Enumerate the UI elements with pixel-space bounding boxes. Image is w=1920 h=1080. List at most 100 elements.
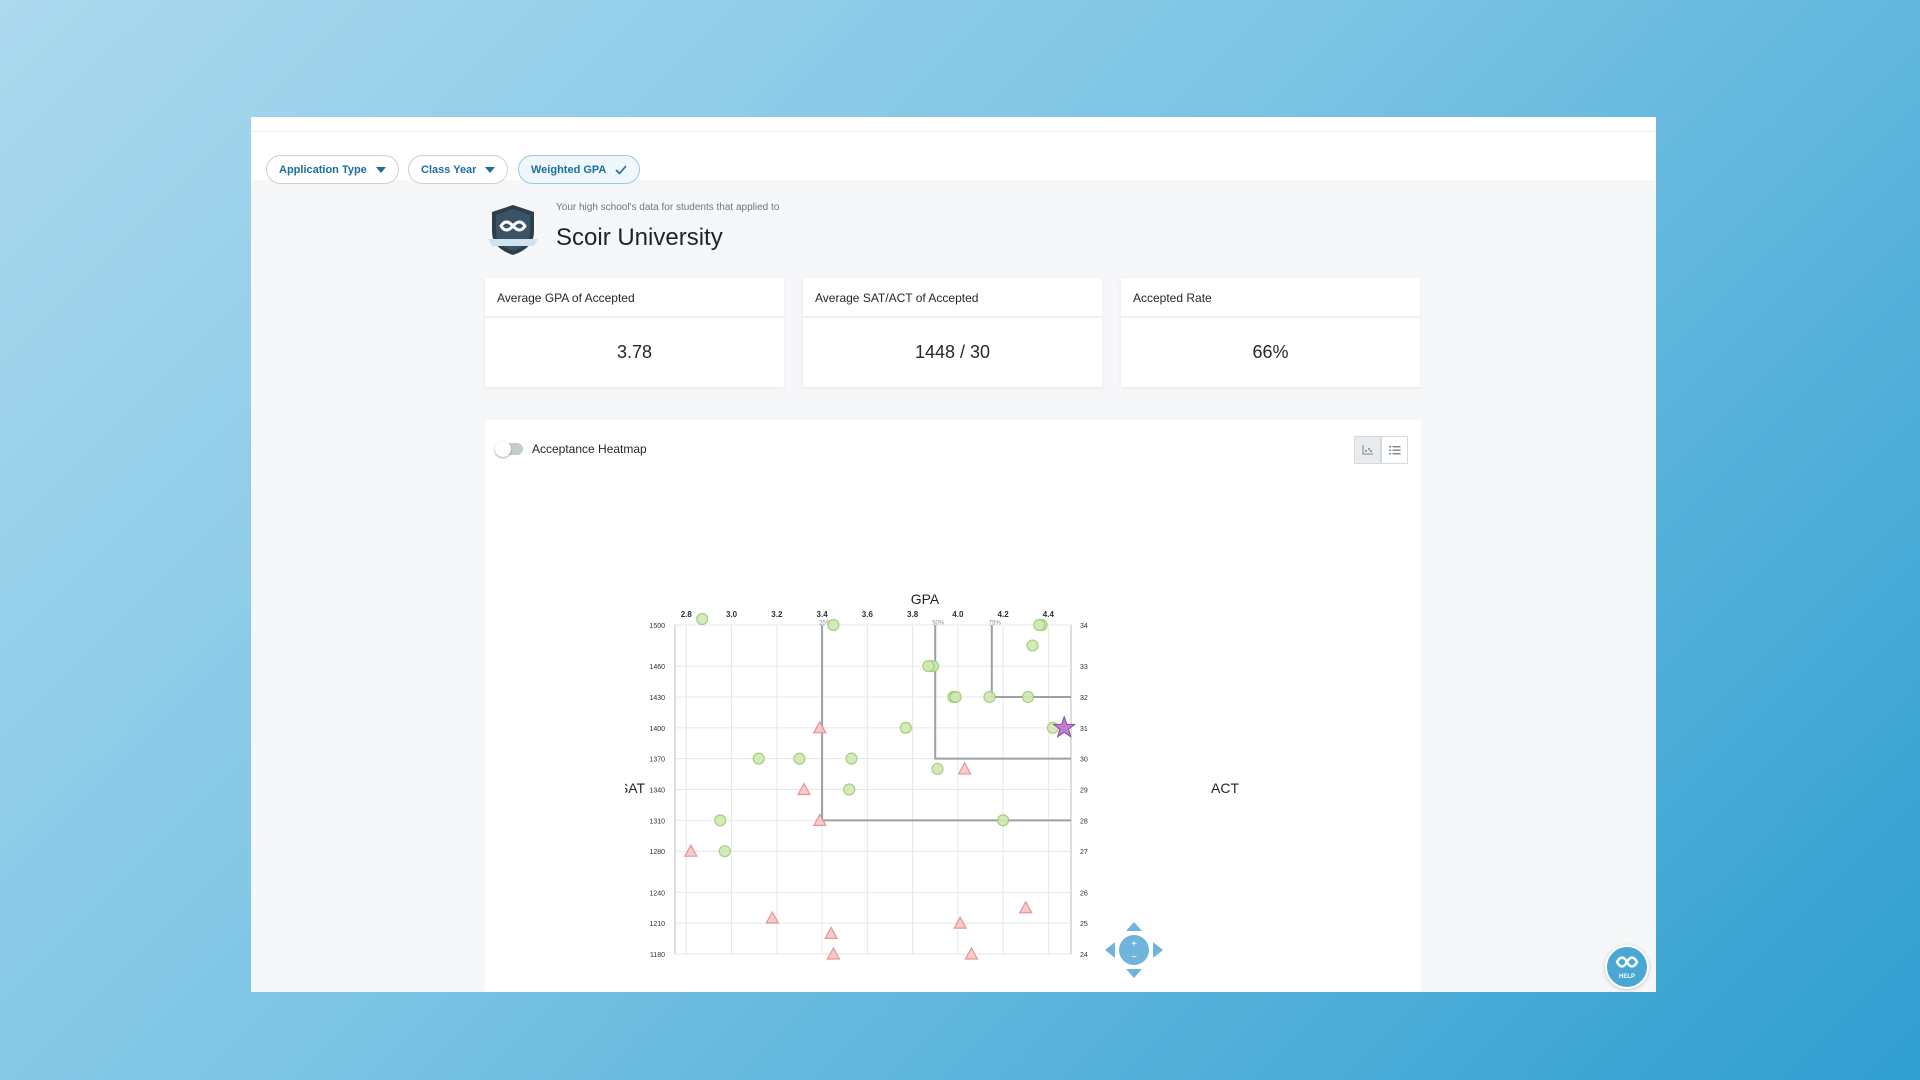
stat-label: Average GPA of Accepted [485, 278, 784, 318]
not-accepted-point [953, 915, 968, 929]
accepted-point [696, 612, 709, 626]
not-accepted-point [812, 720, 827, 734]
list-icon [1388, 446, 1400, 455]
infinity-icon [1615, 956, 1639, 968]
x-tick-label: 4.4 [1043, 610, 1055, 619]
chart-view-button[interactable] [1354, 436, 1381, 464]
not-accepted-point [765, 910, 780, 924]
act-tick-label: 30 [1080, 757, 1088, 764]
stat-label: Average SAT/ACT of Accepted [803, 278, 1102, 318]
not-accepted-point [826, 946, 841, 960]
percentile-line [821, 625, 1071, 822]
not-accepted-point [824, 926, 839, 940]
x-tick-label: 4.0 [952, 610, 964, 619]
accepted-point [899, 721, 912, 734]
act-axis-title: ACT [1211, 780, 1239, 796]
app-window: Application Type Class Year Weighted GPA… [251, 117, 1656, 992]
class-year-filter[interactable]: Class Year [408, 155, 509, 184]
act-tick-label: 32 [1080, 695, 1088, 702]
not-accepted-point [796, 782, 811, 796]
percentile-label: 50% [932, 621, 945, 627]
not-accepted-point [812, 813, 827, 826]
pan-right-icon[interactable] [1153, 942, 1163, 958]
school-name: Scoir University [556, 224, 723, 251]
x-axis-title: GPA [911, 591, 940, 607]
toggle-knob [495, 441, 511, 457]
sat-tick-label: 1460 [649, 664, 665, 671]
stat-card-average-sat-act: Average SAT/ACT of Accepted 1448 / 30 [803, 278, 1102, 387]
acceptance-heatmap-label: Acceptance Heatmap [532, 442, 647, 456]
school-header: Your high school's data for students tha… [485, 202, 1085, 262]
chart-panel: Acceptance Heatmap 25% 50% 75% 2.8 3.0 3.2 3.… [485, 420, 1421, 992]
pan-zoom-control[interactable]: + − [1105, 922, 1163, 978]
sat-tick-label: 1430 [649, 695, 665, 702]
sat-tick-label: 1340 [649, 788, 665, 795]
zoom-in-icon[interactable]: + [1131, 939, 1137, 950]
sat-tick-label: 1400 [649, 726, 665, 733]
your-student-star [1052, 715, 1077, 738]
pan-up-icon[interactable] [1126, 922, 1142, 931]
accepted-point [752, 752, 765, 765]
checkmark-icon [615, 164, 627, 175]
stat-card-accepted-rate: Accepted Rate 66% [1121, 278, 1420, 387]
act-tick-label: 34 [1080, 623, 1088, 630]
not-accepted-point [1018, 900, 1033, 914]
accepted-point [1033, 618, 1046, 632]
not-accepted-point [683, 843, 698, 857]
weighted-gpa-toggle[interactable]: Weighted GPA [518, 155, 641, 184]
stat-value: 1448 / 30 [914, 342, 991, 362]
act-tick-label: 24 [1080, 952, 1088, 959]
accepted-point [922, 660, 935, 673]
stat-card-average-gpa: Average GPA of Accepted 3.78 [485, 278, 784, 387]
accepted-point [714, 814, 727, 827]
stat-value: 3.78 [616, 342, 653, 362]
school-shield-logo [488, 205, 538, 255]
filter-bar: Application Type Class Year Weighted GPA [251, 117, 1656, 184]
sat-tick-label: 1210 [649, 921, 665, 928]
zoom-out-icon[interactable]: − [1131, 952, 1137, 963]
help-button[interactable]: HELP [1605, 945, 1649, 989]
x-tick-label: 3.2 [771, 610, 783, 619]
act-tick-label: 28 [1080, 818, 1088, 825]
x-tick-label: 3.4 [817, 610, 829, 619]
percentile-label: 75% [989, 621, 1002, 627]
application-type-filter[interactable]: Application Type [266, 155, 399, 184]
pan-down-icon[interactable] [1126, 969, 1142, 978]
accepted-point [1021, 690, 1035, 704]
acceptance-heatmap-toggle[interactable] [495, 441, 523, 457]
pan-left-icon[interactable] [1105, 942, 1115, 958]
zoom-center[interactable] [1119, 935, 1149, 965]
list-view-button[interactable] [1381, 436, 1408, 464]
act-tick-label: 26 [1080, 890, 1088, 897]
x-tick-label: 2.8 [681, 610, 693, 619]
sat-tick-label: 1500 [649, 623, 665, 630]
percentile-label: 25% [819, 621, 832, 627]
act-tick-label: 25 [1080, 921, 1088, 928]
weighted-gpa-label: Weighted GPA [531, 163, 607, 176]
act-tick-label: 31 [1080, 726, 1088, 733]
scatter-chart-icon [1362, 445, 1373, 455]
sat-tick-label: 1280 [649, 849, 665, 856]
x-tick-label: 3.8 [907, 610, 919, 619]
application-type-label: Application Type [279, 163, 367, 176]
accepted-point [983, 690, 996, 704]
accepted-point [793, 752, 806, 765]
stat-label: Accepted Rate [1121, 278, 1420, 318]
percentile-line [990, 625, 1071, 698]
accepted-point [827, 618, 840, 632]
stat-value: 66% [1252, 342, 1289, 362]
accepted-point [845, 752, 858, 765]
school-subtitle: Your high school's data for students tha… [556, 202, 780, 213]
help-label: HELP [1618, 974, 1635, 980]
sat-tick-label: 1240 [649, 890, 665, 897]
accepted-point [843, 783, 856, 796]
class-year-label: Class Year [421, 163, 477, 176]
accepted-point [1026, 639, 1039, 652]
view-switch [1354, 436, 1409, 464]
accepted-point [997, 814, 1010, 827]
not-accepted-point [957, 761, 972, 775]
x-tick-label: 4.2 [998, 610, 1010, 619]
chevron-down-icon [485, 166, 496, 173]
x-tick-label: 3.0 [726, 610, 738, 619]
accepted-point [949, 690, 962, 704]
